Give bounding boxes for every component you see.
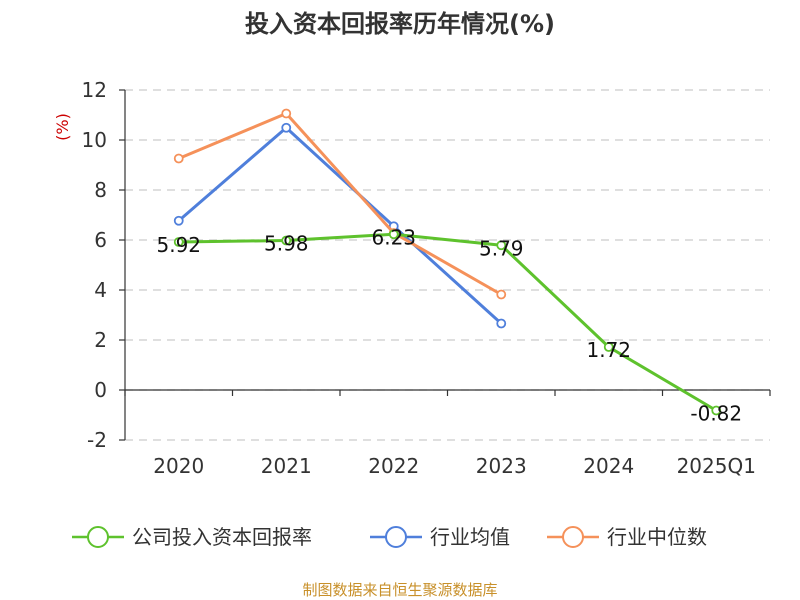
data-labels: 5.92 5.98 6.23 5.79 1.72 -0.82 <box>156 225 742 425</box>
series-point-0 <box>711 405 722 416</box>
data-label: 5.92 <box>156 233 201 257</box>
series-point-2 <box>173 153 184 164</box>
series-point-2 <box>496 289 507 300</box>
chart-title: 投入资本回报率历年情况(%) <box>245 10 555 38</box>
legend-item-0[interactable]: 公司投入资本回报率 <box>72 525 312 549</box>
x-tick-label: 2024 <box>583 454 634 478</box>
y-axis-unit: (%) <box>53 113 72 141</box>
data-label: 5.98 <box>264 232 309 256</box>
series-point-0 <box>496 240 507 251</box>
x-tick-label: 2022 <box>368 454 419 478</box>
series-point-0 <box>388 229 399 240</box>
series-line-0 <box>178 232 718 412</box>
data-source-note: 制图数据来自恒生聚源数据库 <box>302 581 497 599</box>
series-point-0 <box>603 342 614 352</box>
legend-marker <box>562 526 584 548</box>
data-label: 6.23 <box>371 225 416 249</box>
series-point-0 <box>281 235 292 246</box>
x-tick-label: 2020 <box>153 454 204 478</box>
series-point-2 <box>281 108 292 119</box>
x-tick-label: 2025Q1 <box>677 454 756 478</box>
data-label: 5.79 <box>479 236 524 260</box>
series-point-1 <box>173 215 184 226</box>
y-tick-label: 6 <box>94 228 107 252</box>
y-tick-label: 4 <box>94 278 107 302</box>
series-line-1 <box>177 126 503 325</box>
legend-label: 行业中位数 <box>607 525 707 549</box>
y-tick-label: -2 <box>87 428 107 452</box>
series-point-0 <box>173 237 184 247</box>
legend-marker <box>87 526 109 548</box>
legend-item-1[interactable]: 行业均值 <box>370 525 510 549</box>
x-tick-label: 2021 <box>261 454 312 478</box>
data-label: 1.72 <box>586 338 631 362</box>
legend-label: 行业均值 <box>430 525 510 549</box>
y-tick-label: 0 <box>94 378 107 402</box>
x-tick-label: 2023 <box>476 454 527 478</box>
legend-item-2[interactable]: 行业中位数 <box>547 525 707 549</box>
legend[interactable]: 公司投入资本回报率 行业均值 行业中位数 <box>72 525 707 549</box>
series-lines <box>173 108 722 416</box>
legend-marker <box>385 526 407 548</box>
series-point-1 <box>496 318 507 329</box>
axes: 12 10 8 6 4 2 0 -2 2020 2021 2022 2023 2024 2025Q1 <box>82 78 771 478</box>
y-tick-label: 8 <box>94 178 107 202</box>
data-label: -0.82 <box>690 402 742 426</box>
y-tick-label: 10 <box>82 128 107 152</box>
y-tick-label: 2 <box>94 328 107 352</box>
series-point-1 <box>281 122 292 133</box>
legend-label: 公司投入资本回报率 <box>132 525 312 549</box>
series-line-2 <box>178 112 502 296</box>
y-tick-label: 12 <box>82 78 107 102</box>
